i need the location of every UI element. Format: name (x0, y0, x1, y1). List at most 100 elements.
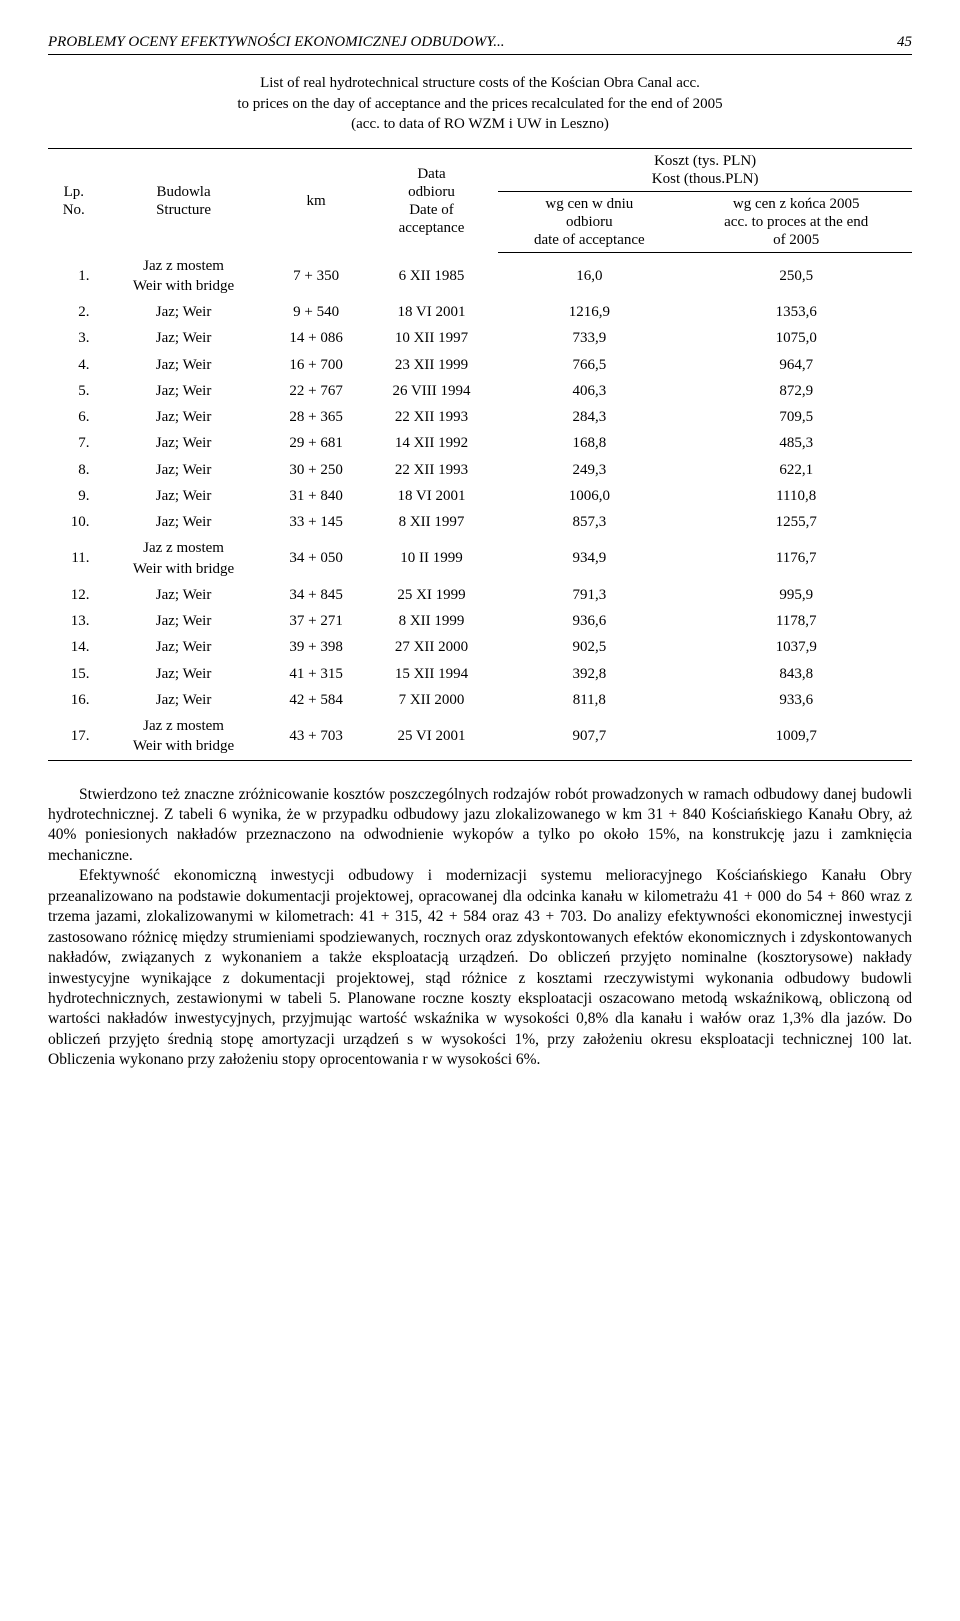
table-row: 3.Jaz; Weir14 + 08610 XII 1997733,91075,… (48, 325, 912, 351)
row-date: 25 XI 1999 (365, 582, 499, 608)
row-km: 41 + 315 (268, 661, 365, 687)
row-date: 10 XII 1997 (365, 325, 499, 351)
row-cost-acceptance: 733,9 (498, 325, 680, 351)
row-cost-acceptance: 16,0 (498, 253, 680, 300)
row-number: 10. (48, 509, 100, 535)
table-row: 15.Jaz; Weir41 + 31515 XII 1994392,8843,… (48, 661, 912, 687)
body-paragraph-2: Efektywność ekonomiczną inwestycji odbud… (48, 866, 912, 1071)
table-caption: List of real hydrotechnical structure co… (48, 73, 912, 134)
row-cost-2005: 709,5 (680, 404, 912, 430)
row-structure: Jaz; Weir (100, 634, 268, 660)
row-cost-2005: 1037,9 (680, 634, 912, 660)
table-row: 4.Jaz; Weir16 + 70023 XII 1999766,5964,7 (48, 352, 912, 378)
row-km: 31 + 840 (268, 483, 365, 509)
page-number: 45 (897, 32, 912, 52)
row-number: 9. (48, 483, 100, 509)
row-cost-acceptance: 934,9 (498, 535, 680, 582)
page-header: PROBLEMY OCENY EFEKTYWNOŚCI EKONOMICZNEJ… (48, 32, 912, 55)
row-number: 15. (48, 661, 100, 687)
row-cost-2005: 872,9 (680, 378, 912, 404)
row-date: 15 XII 1994 (365, 661, 499, 687)
row-date: 14 XII 1992 (365, 430, 499, 456)
row-cost-acceptance: 1006,0 (498, 483, 680, 509)
col-cost-acceptance: wg cen w dniu odbioru date of acceptance (498, 192, 680, 253)
row-date: 22 XII 1993 (365, 457, 499, 483)
table-row: 17.Jaz z mostemWeir with bridge43 + 7032… (48, 713, 912, 760)
row-km: 16 + 700 (268, 352, 365, 378)
row-km: 9 + 540 (268, 299, 365, 325)
caption-line-1: List of real hydrotechnical structure co… (48, 73, 912, 93)
table-row: 8.Jaz; Weir30 + 25022 XII 1993249,3622,1 (48, 457, 912, 483)
row-number: 5. (48, 378, 100, 404)
row-cost-2005: 933,6 (680, 687, 912, 713)
table-row: 9.Jaz; Weir31 + 84018 VI 20011006,01110,… (48, 483, 912, 509)
row-structure: Jaz; Weir (100, 483, 268, 509)
table-row: 7.Jaz; Weir29 + 68114 XII 1992168,8485,3 (48, 430, 912, 456)
row-km: 33 + 145 (268, 509, 365, 535)
row-cost-2005: 1075,0 (680, 325, 912, 351)
row-structure: Jaz; Weir (100, 457, 268, 483)
table-row: 1.Jaz z mostemWeir with bridge7 + 3506 X… (48, 253, 912, 300)
table-row: 16.Jaz; Weir42 + 5847 XII 2000811,8933,6 (48, 687, 912, 713)
row-km: 28 + 365 (268, 404, 365, 430)
row-date: 10 II 1999 (365, 535, 499, 582)
row-cost-acceptance: 284,3 (498, 404, 680, 430)
row-cost-2005: 964,7 (680, 352, 912, 378)
row-km: 7 + 350 (268, 253, 365, 300)
row-number: 17. (48, 713, 100, 760)
row-structure: Jaz; Weir (100, 378, 268, 404)
row-cost-acceptance: 766,5 (498, 352, 680, 378)
table-row: 11.Jaz z mostemWeir with bridge34 + 0501… (48, 535, 912, 582)
row-date: 7 XII 2000 (365, 687, 499, 713)
caption-line-2: to prices on the day of acceptance and t… (48, 94, 912, 114)
row-date: 18 VI 2001 (365, 299, 499, 325)
row-number: 11. (48, 535, 100, 582)
row-cost-acceptance: 907,7 (498, 713, 680, 760)
row-km: 22 + 767 (268, 378, 365, 404)
row-structure: Jaz; Weir (100, 325, 268, 351)
row-km: 30 + 250 (268, 457, 365, 483)
row-number: 4. (48, 352, 100, 378)
row-cost-2005: 1110,8 (680, 483, 912, 509)
row-date: 27 XII 2000 (365, 634, 499, 660)
row-cost-2005: 843,8 (680, 661, 912, 687)
row-structure: Jaz; Weir (100, 404, 268, 430)
row-number: 13. (48, 608, 100, 634)
row-structure: Jaz; Weir (100, 608, 268, 634)
table-row: 6.Jaz; Weir28 + 36522 XII 1993284,3709,5 (48, 404, 912, 430)
running-title: PROBLEMY OCENY EFEKTYWNOŚCI EKONOMICZNEJ… (48, 32, 505, 52)
col-structure: Budowla Structure (100, 149, 268, 253)
row-cost-2005: 1178,7 (680, 608, 912, 634)
row-km: 42 + 584 (268, 687, 365, 713)
row-km: 29 + 681 (268, 430, 365, 456)
row-structure: Jaz; Weir (100, 582, 268, 608)
row-date: 23 XII 1999 (365, 352, 499, 378)
row-cost-acceptance: 1216,9 (498, 299, 680, 325)
table-row: 2.Jaz; Weir9 + 54018 VI 20011216,91353,6 (48, 299, 912, 325)
row-cost-2005: 995,9 (680, 582, 912, 608)
row-cost-2005: 1353,6 (680, 299, 912, 325)
row-number: 1. (48, 253, 100, 300)
row-cost-2005: 1009,7 (680, 713, 912, 760)
row-number: 6. (48, 404, 100, 430)
row-number: 14. (48, 634, 100, 660)
row-structure: Jaz; Weir (100, 661, 268, 687)
row-structure: Jaz z mostemWeir with bridge (100, 713, 268, 760)
table-row: 5.Jaz; Weir22 + 76726 VIII 1994406,3872,… (48, 378, 912, 404)
row-structure: Jaz; Weir (100, 299, 268, 325)
row-number: 3. (48, 325, 100, 351)
row-cost-2005: 250,5 (680, 253, 912, 300)
row-number: 16. (48, 687, 100, 713)
row-structure: Jaz z mostemWeir with bridge (100, 253, 268, 300)
row-km: 37 + 271 (268, 608, 365, 634)
row-structure: Jaz; Weir (100, 687, 268, 713)
row-cost-acceptance: 857,3 (498, 509, 680, 535)
row-number: 7. (48, 430, 100, 456)
table-row: 10.Jaz; Weir33 + 1458 XII 1997857,31255,… (48, 509, 912, 535)
row-number: 12. (48, 582, 100, 608)
row-cost-acceptance: 811,8 (498, 687, 680, 713)
row-cost-2005: 1176,7 (680, 535, 912, 582)
col-cost: Koszt (tys. PLN) Kost (thous.PLN) (498, 149, 912, 192)
row-date: 8 XII 1999 (365, 608, 499, 634)
row-date: 26 VIII 1994 (365, 378, 499, 404)
